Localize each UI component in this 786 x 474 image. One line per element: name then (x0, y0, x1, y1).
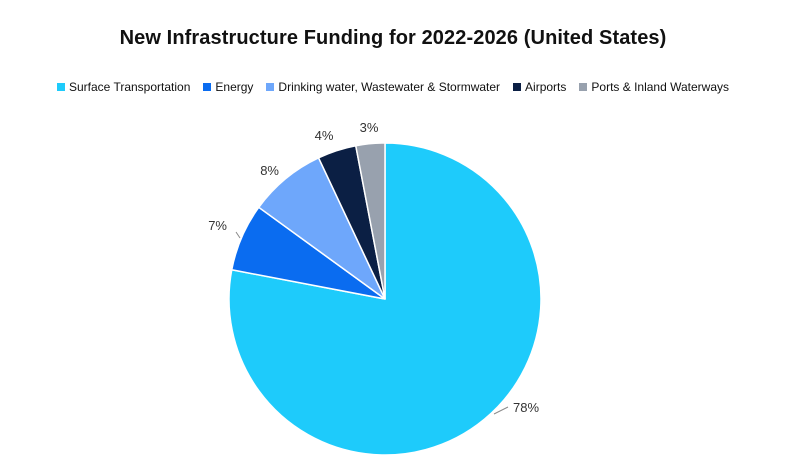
legend-label-airports: Airports (525, 80, 567, 94)
legend-swatch-water (266, 83, 275, 91)
legend-item-energy: Energy (203, 80, 253, 94)
pie-slice-ports-inland-waterways (354, 142, 386, 300)
legend-label-energy: Energy (215, 80, 254, 94)
legend-item-water: Drinking water, Wastewater & Stormwater (266, 80, 500, 94)
legend-swatch-ports (579, 83, 588, 91)
leader-line-0 (493, 406, 509, 415)
legend-label-surface-transportation: Surface Transportation (68, 80, 191, 94)
pie-data-labels: 78% 7% 8% 4% 3% (208, 120, 539, 415)
legend-label-ports: Ports & Inland Waterways (591, 80, 729, 94)
pie-slices (228, 142, 542, 456)
legend-swatch-surface-transportation (56, 83, 65, 91)
leader-line-1 (235, 231, 241, 239)
legend-item-airports: Airports (513, 80, 566, 94)
data-label-3: 4% (315, 128, 334, 143)
legend-item-ports: Ports & Inland Waterways (579, 80, 729, 94)
data-label-4: 3% (360, 120, 379, 135)
legend-swatch-airports (513, 83, 522, 91)
pie-leader-lines (235, 231, 509, 415)
chart-legend: Surface Transportation Energy Drinking w… (0, 80, 786, 94)
data-label-0: 78% (513, 400, 539, 415)
legend-label-water: Drinking water, Wastewater & Stormwater (278, 80, 501, 94)
chart-title: New Infrastructure Funding for 2022-2026… (119, 27, 667, 49)
data-label-2: 8% (260, 163, 279, 178)
legend-swatch-energy (203, 83, 212, 91)
data-label-1: 7% (208, 218, 227, 233)
legend-item-surface-transportation: Surface Transportation (56, 80, 191, 94)
pie-slice-surface-transportation (228, 142, 542, 456)
